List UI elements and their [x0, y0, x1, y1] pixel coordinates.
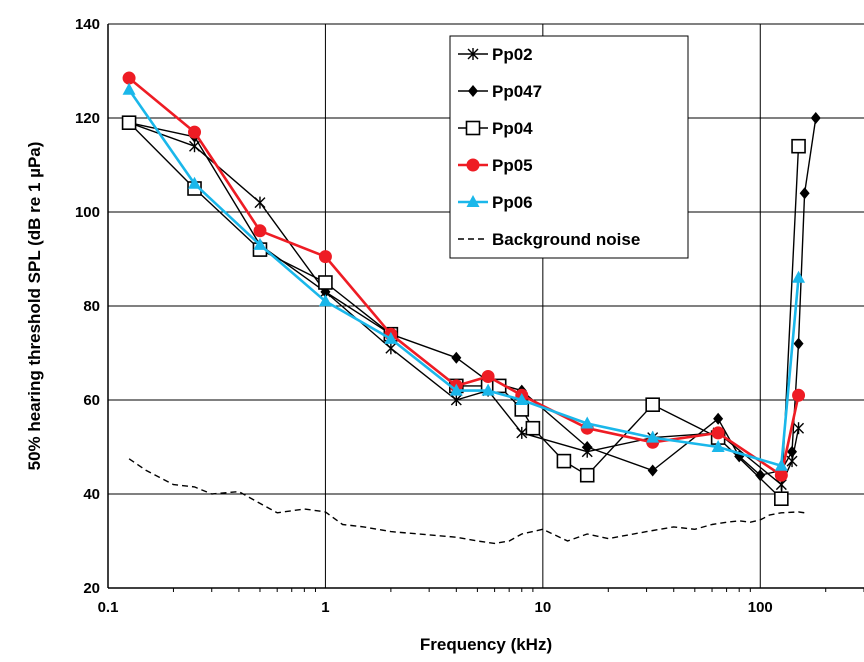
data-point: [481, 370, 495, 383]
data-point: [711, 440, 725, 452]
data-point: [810, 112, 821, 124]
data-point: [713, 412, 724, 425]
legend-label: Pp04: [492, 119, 533, 138]
x-tick-label: 0.1: [98, 599, 119, 616]
data-point: [774, 468, 788, 482]
legend-label: Pp047: [492, 82, 542, 101]
data-point: [318, 250, 332, 264]
data-point: [481, 383, 495, 396]
data-point: [774, 458, 788, 471]
data-point: [645, 397, 660, 413]
data-point: [515, 393, 529, 405]
legend-entry-pp02: Pp02: [458, 45, 533, 64]
legend-label: Pp02: [492, 45, 533, 64]
data-point: [516, 426, 528, 439]
data-point: [793, 422, 805, 435]
legend-swatch-marker: [468, 85, 478, 97]
y-tick-label: 80: [83, 298, 100, 315]
data-point: [121, 115, 137, 130]
x-tick-label: 10: [534, 599, 551, 616]
legend-label: Pp06: [492, 193, 533, 212]
data-point: [384, 331, 398, 344]
data-point: [188, 176, 202, 189]
y-tick-label: 40: [83, 486, 100, 503]
tick-labels: 20 40 60 80 100 120 140 0.1 1 10 100: [75, 16, 773, 616]
y-axis-title: 50% hearing threshold SPL (dB re 1 µPa): [25, 142, 44, 471]
data-point: [318, 275, 333, 290]
legend-entry-pp04: Pp04: [458, 119, 533, 138]
y-tick-label: 120: [75, 110, 100, 127]
legend-box: [449, 35, 689, 259]
data-point: [791, 138, 806, 154]
x-tick-label: 100: [748, 599, 773, 616]
data-point: [792, 388, 806, 402]
legend-label: Background noise: [492, 230, 640, 249]
data-point: [318, 294, 332, 307]
y-tick-label: 60: [83, 392, 100, 409]
data-point: [646, 430, 660, 443]
data-point: [793, 337, 804, 350]
y-tick-label: 100: [75, 204, 100, 221]
legend: Pp02 Pp047 Pp04 Pp05 Pp06 Background noise: [449, 35, 689, 259]
legend-swatch-marker: [467, 48, 479, 60]
y-tick-label: 20: [83, 580, 100, 597]
data-point: [188, 125, 202, 139]
legend-entry-pp06: Pp06: [458, 193, 533, 212]
data-point: [253, 237, 267, 250]
data-point: [787, 445, 798, 458]
data-point: [711, 426, 725, 440]
series-pp06: [122, 82, 806, 471]
legend-swatch-marker: [466, 158, 480, 172]
legend-entry-pp047: Pp047: [458, 82, 542, 101]
y-tick-label: 140: [75, 16, 100, 33]
axes: [107, 23, 864, 592]
x-tick-label: 1: [321, 599, 329, 616]
data-point: [122, 82, 136, 95]
legend-entry-background-noise: Background noise: [458, 230, 640, 249]
series-layer: [121, 71, 821, 545]
series-line: [128, 458, 805, 545]
data-point: [254, 196, 266, 209]
series-background-noise: [128, 458, 805, 545]
data-point: [451, 351, 462, 364]
legend-swatch-marker: [465, 120, 481, 136]
data-point: [580, 416, 594, 429]
series-pp047: [124, 112, 821, 482]
series-line: [128, 122, 800, 486]
data-point: [792, 270, 806, 283]
data-point: [799, 187, 810, 200]
data-point: [774, 491, 789, 507]
legend-label: Pp05: [492, 156, 533, 175]
series-line: [128, 117, 817, 476]
legend-entry-pp05: Pp05: [458, 156, 533, 175]
data-point: [450, 394, 462, 406]
data-point: [755, 469, 766, 482]
data-point: [582, 441, 593, 453]
data-point: [556, 453, 572, 469]
x-axis-title: Frequency (kHz): [420, 635, 552, 654]
data-point: [449, 383, 463, 396]
data-point: [647, 464, 658, 477]
data-point: [122, 71, 136, 85]
data-point: [525, 420, 541, 436]
data-point: [385, 342, 397, 355]
data-point: [579, 467, 595, 483]
legend-swatch-marker: [466, 195, 480, 207]
data-point: [253, 224, 267, 238]
